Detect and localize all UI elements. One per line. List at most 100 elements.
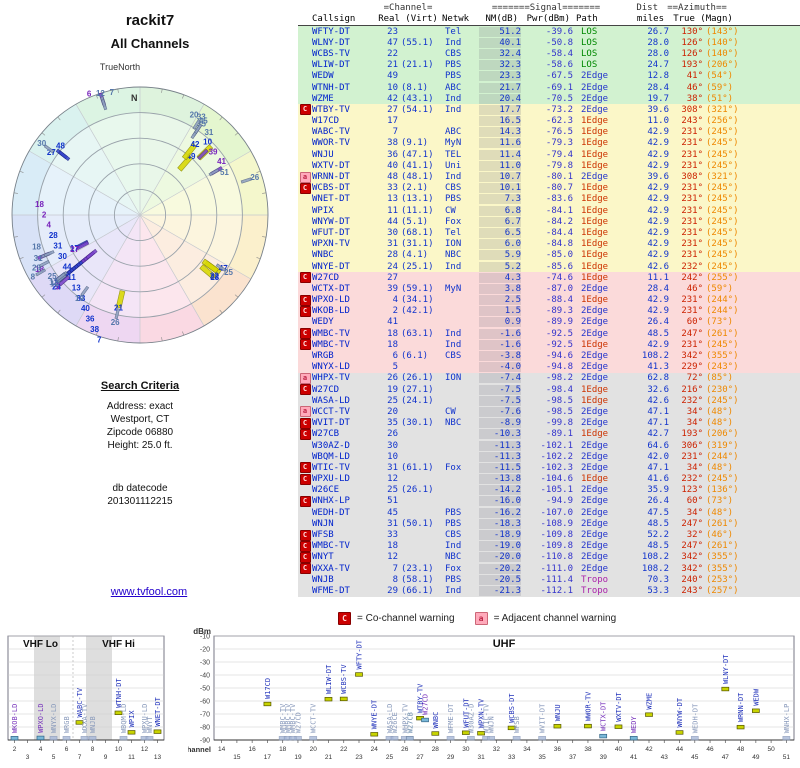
callsign-link[interactable]: WFTY-DT	[312, 26, 350, 37]
dbm-tick-label: -20	[200, 647, 210, 654]
callsign-link[interactable]: WCBS-DT	[312, 183, 350, 194]
callsign-link[interactable]: WNJB	[312, 574, 334, 585]
callsign-link[interactable]: WFUT-DT	[312, 227, 350, 238]
callsign-link[interactable]: WEDY	[312, 317, 334, 328]
radar-marker	[76, 240, 90, 251]
adjacent-warning-icon: a	[299, 406, 311, 418]
chart-station-label: WWOR-TV	[584, 691, 592, 721]
radar-sector	[29, 104, 140, 215]
table-row: WPXN-TV 31 (31.1) ION 6.0 -84.8 1Edge 42.9 231°(…	[298, 238, 800, 250]
callsign-link[interactable]: WMBC-TV	[312, 339, 350, 350]
group-signal: =======Signal=======	[491, 2, 601, 13]
callsign-link[interactable]: WZME	[312, 93, 334, 104]
radar-channel-label: 23	[210, 273, 219, 282]
table-row: WEDH-DT 45 PBS -16.2 -107.0 2Edge 47.5 34° (48°)	[298, 507, 800, 519]
table-row: WABC-TV 7 ABC 14.3 -76.5 1Edge 42.9 231° (245°)	[298, 126, 800, 138]
callsign-link[interactable]: WFSB	[312, 530, 334, 541]
tvfool-link[interactable]: www.tvfool.com	[110, 586, 188, 598]
callsign-link[interactable]: WHPX-TV	[312, 373, 350, 384]
callsign-link[interactable]: WNYW-DT	[312, 216, 350, 227]
co-channel-warning-icon: C	[299, 384, 311, 396]
callsign-link[interactable]: WXTV-DT	[312, 160, 350, 171]
callsign-link[interactable]: WFME-DT	[312, 585, 350, 596]
radar-channel-label: 27	[47, 148, 56, 157]
radar-sector	[76, 87, 140, 215]
callsign-link[interactable]: WCBS-TV	[312, 48, 350, 59]
callsign-link[interactable]: WLIW-DT	[312, 60, 350, 71]
callsign-link[interactable]: WKOB-LD	[312, 306, 350, 317]
radar-channel-label: 42	[191, 140, 200, 149]
callsign-link[interactable]: WNJN	[312, 518, 334, 529]
chart-station: W26CE	[390, 712, 399, 741]
callsign-link[interactable]: WEDW	[312, 71, 334, 82]
chart-station-label: WCBS-TV	[340, 664, 348, 694]
chart-station: WRNN-DT	[736, 692, 745, 730]
callsign-link[interactable]: WPXO-LD	[312, 295, 350, 306]
callsign-link[interactable]: W27CD	[312, 272, 340, 283]
callsign-link[interactable]: WCTX-DT	[312, 283, 350, 294]
chart-station-label: WBQM-LD	[120, 704, 128, 734]
callsign-link[interactable]: WXXA-TV	[312, 563, 350, 574]
callsign-link[interactable]: WPXN-TV	[312, 239, 350, 250]
table-row: C WXXA-TV 7 (23.1) Fox -20.2 -111.0 2Edge 108.2 3…	[298, 563, 800, 575]
callsign-link[interactable]: WPXU-LD	[312, 474, 350, 485]
callsign-link[interactable]: WLNY-DT	[312, 37, 350, 48]
search-criteria-heading: Search Criteria	[100, 380, 180, 392]
radar-channel-label: 44	[63, 262, 72, 271]
co-channel-warning-icon: C	[299, 473, 311, 485]
callsign-link[interactable]: WABC-TV	[312, 127, 350, 138]
radar-channel-label: 26	[250, 173, 259, 182]
chart-station: WNYW-DT	[675, 697, 684, 735]
callsign-link[interactable]: WTIC-TV	[312, 462, 350, 473]
callsign-link[interactable]: WBQM-LD	[312, 451, 350, 462]
callsign-link[interactable]: W27CB	[312, 429, 340, 440]
channel-tick-label: 24	[371, 746, 379, 753]
table-row: WNJU 36 (47.1) TEL 11.4 -79.4 1Edge 42.9 231° (24…	[298, 149, 800, 161]
channel-tick-label: 2	[13, 746, 17, 753]
table-row: WASA-LD 25 (24.1) -7.5 -98.5 1Edge 42.6 232° (24…	[298, 395, 800, 407]
chart-station-label: W27CD	[422, 694, 430, 715]
callsign-link[interactable]: WNHX-LP	[312, 496, 350, 507]
callsign-link[interactable]: W26CE	[312, 485, 340, 496]
table-row: WEDW 49 PBS 23.3 -67.5 2Edge 12.8 41° (54°)	[298, 70, 800, 82]
callsign-link[interactable]: WRGB	[312, 351, 334, 362]
chart-station-label: WPXO-LD	[37, 703, 45, 733]
chart-station-label: WPXU-LD	[141, 704, 149, 734]
callsign-link[interactable]: WNET-DT	[312, 194, 350, 205]
radar-channel-label: 49	[187, 152, 196, 161]
chart-station-label: WFTY-DT	[356, 639, 364, 669]
callsign-link[interactable]: WASA-LD	[312, 395, 350, 406]
callsign-link[interactable]: WMBC-TV	[312, 541, 350, 552]
callsign-link[interactable]: WPIX	[312, 205, 334, 216]
callsign-link[interactable]: W17CD	[312, 116, 340, 127]
callsign-link[interactable]: WNYE-DT	[312, 261, 350, 272]
channel-tick-label: 12	[141, 746, 149, 753]
callsign-link[interactable]: WNYX-LD	[312, 362, 350, 373]
channel-tick-label: 45	[691, 754, 699, 761]
radar-sector	[76, 215, 140, 343]
table-row: WNYE-DT 24 (25.1) Ind 5.2 -85.6 1Edge 42.6 232°(…	[298, 260, 800, 273]
callsign-link[interactable]: WVIT-DT	[312, 418, 350, 429]
callsign-link[interactable]: WTBY-TV	[312, 104, 350, 115]
channel-tick-label: 42	[645, 746, 653, 753]
callsign-link[interactable]: WEDH-DT	[312, 507, 350, 518]
callsign-link[interactable]: WNYT	[312, 552, 334, 563]
criteria-height: Height: 25.0 ft.	[107, 440, 173, 451]
callsign-link[interactable]: WTNH-DT	[312, 82, 350, 93]
table-row: WTNH-DT 10 (8.1) ABC 21.7 -69.1 2Edge 28.4 46° (5…	[298, 81, 800, 94]
table-row: WZME 42 (43.1) Ind 20.4 -70.5 2Edge 19.7 38° (51°…	[298, 93, 800, 105]
radar-marker	[58, 275, 71, 287]
callsign-link[interactable]: WRNN-DT	[312, 172, 350, 183]
callsign-link[interactable]: WMBC-TV	[312, 328, 350, 339]
callsign-link[interactable]: W30AZ-D	[312, 440, 350, 451]
callsign-link[interactable]: WNJU	[312, 149, 334, 160]
callsign-link[interactable]: WNBC	[312, 250, 334, 261]
callsign-link[interactable]: WCCT-TV	[312, 406, 350, 417]
col-nm: NM(dB)	[485, 14, 518, 24]
col-pwr: Pwr(dBm)	[526, 14, 570, 24]
callsign-link[interactable]: W27CD	[312, 384, 340, 395]
true-north-label: TrueNorth	[99, 62, 141, 72]
chart-station-label: W17CD	[264, 678, 272, 699]
callsign-link[interactable]: WWOR-TV	[312, 138, 350, 149]
